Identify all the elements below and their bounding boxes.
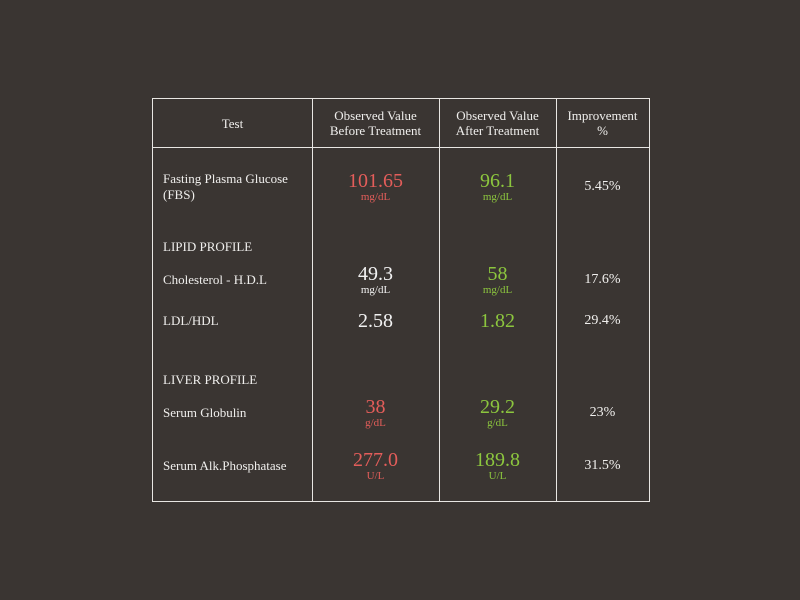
- value-cell: 38 g/dL: [312, 393, 439, 433]
- value: 38: [365, 396, 386, 418]
- test-name: Serum Alk.Phosphatase: [163, 458, 287, 473]
- column-divider: [312, 99, 313, 501]
- section-label: LIVER PROFILE: [163, 372, 258, 387]
- test-name: Cholesterol - H.D.L: [163, 272, 267, 287]
- header-cell: Observed Value After Treatment: [455, 108, 540, 138]
- column-divider: [439, 99, 440, 501]
- value: 2.58: [358, 310, 393, 332]
- value-cell: 49.3 mg/dL: [312, 260, 439, 300]
- value-cell: 1.82: [439, 301, 556, 341]
- table: Test Observed Value Before Treatment Obser…: [152, 98, 650, 502]
- test-name: Fasting Plasma Glucose (FBS): [163, 171, 288, 202]
- value-cell: 189.8 U/L: [439, 446, 556, 486]
- improvement: 31.5%: [584, 458, 621, 473]
- value: 49.3: [358, 263, 393, 285]
- value-cell: 58 mg/dL: [439, 260, 556, 300]
- value: 96.1: [480, 170, 515, 192]
- value: 101.65: [348, 170, 403, 192]
- unit: g/dL: [365, 417, 386, 429]
- value: 29.2: [480, 396, 515, 418]
- value: 1.82: [480, 310, 515, 332]
- unit: U/L: [366, 470, 385, 482]
- value-cell: 277.0 U/L: [312, 446, 439, 486]
- value-cell: 96.1 mg/dL: [439, 167, 556, 207]
- value-cell: 101.65 mg/dL: [312, 167, 439, 207]
- value-cell: 29.2 g/dL: [439, 393, 556, 433]
- header-cell: Observed Value Before Treatment: [329, 108, 422, 138]
- value: 277.0: [353, 449, 398, 471]
- test-name: LDL/HDL: [163, 313, 219, 328]
- unit: mg/dL: [360, 191, 391, 203]
- unit: g/dL: [487, 417, 508, 429]
- header-cell: Improvement %: [567, 108, 638, 138]
- improvement: 29.4%: [584, 313, 621, 328]
- unit: mg/dL: [482, 191, 513, 203]
- improvement: 17.6%: [584, 272, 621, 287]
- unit: mg/dL: [360, 284, 391, 296]
- test-name: Serum Globulin: [163, 405, 247, 420]
- column-divider: [556, 99, 557, 501]
- value: 189.8: [475, 449, 520, 471]
- section-label: LIPID PROFILE: [163, 239, 253, 254]
- header-cell: Test: [221, 115, 244, 131]
- header-divider: [153, 147, 649, 148]
- value-cell: 2.58: [312, 301, 439, 341]
- improvement: 5.45%: [584, 179, 621, 194]
- unit: mg/dL: [482, 284, 513, 296]
- unit: U/L: [488, 470, 507, 482]
- value: 58: [487, 263, 508, 285]
- improvement: 23%: [589, 405, 616, 420]
